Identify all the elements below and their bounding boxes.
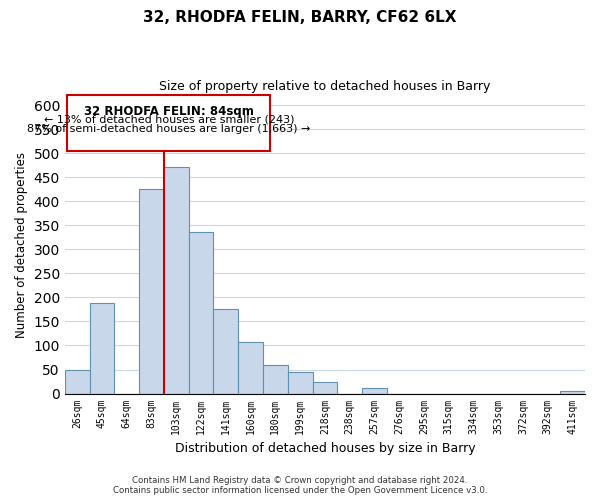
Bar [362,388,387,394]
Text: ← 13% of detached houses are smaller (243): ← 13% of detached houses are smaller (24… [44,115,294,125]
Text: Contains HM Land Registry data © Crown copyright and database right 2024.
Contai: Contains HM Land Registry data © Crown c… [113,476,487,495]
Y-axis label: Number of detached properties: Number of detached properties [15,152,28,338]
Bar [288,372,313,394]
Bar [313,382,337,394]
Bar [67,94,271,151]
Title: Size of property relative to detached houses in Barry: Size of property relative to detached ho… [159,80,491,93]
Bar [238,342,263,394]
Text: 32 RHODFA FELIN: 84sqm: 32 RHODFA FELIN: 84sqm [84,105,254,118]
Bar [65,370,89,394]
X-axis label: Distribution of detached houses by size in Barry: Distribution of detached houses by size … [175,442,475,455]
Bar [164,166,188,394]
Bar [188,232,214,394]
Bar [139,190,164,394]
Text: 32, RHODFA FELIN, BARRY, CF62 6LX: 32, RHODFA FELIN, BARRY, CF62 6LX [143,10,457,25]
Bar [560,391,585,394]
Text: 87% of semi-detached houses are larger (1,663) →: 87% of semi-detached houses are larger (… [27,124,311,134]
Bar [89,303,115,394]
Bar [214,310,238,394]
Bar [263,364,288,394]
